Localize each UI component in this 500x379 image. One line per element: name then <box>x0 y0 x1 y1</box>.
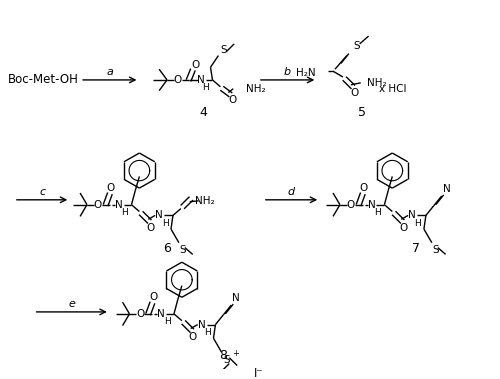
Text: O: O <box>228 96 236 105</box>
Text: NH₂: NH₂ <box>366 78 386 88</box>
Text: H: H <box>164 317 170 326</box>
Text: 6: 6 <box>163 242 171 255</box>
Text: N: N <box>198 319 205 330</box>
Text: S: S <box>223 355 230 365</box>
Text: H: H <box>162 219 168 228</box>
Text: a: a <box>106 67 113 77</box>
Text: O: O <box>94 200 102 210</box>
Text: x HCl: x HCl <box>378 84 406 94</box>
Text: H: H <box>202 83 209 92</box>
Text: d: d <box>288 187 295 197</box>
Text: O: O <box>360 183 368 193</box>
Text: O: O <box>192 60 200 70</box>
Text: 7: 7 <box>412 242 420 255</box>
Text: I⁻: I⁻ <box>254 367 264 379</box>
Text: 5: 5 <box>358 106 366 119</box>
Text: H: H <box>414 219 422 228</box>
Text: S: S <box>220 45 226 55</box>
Text: N: N <box>443 184 450 194</box>
Text: H₂N: H₂N <box>296 68 315 78</box>
Text: b: b <box>284 67 291 77</box>
Text: 4: 4 <box>200 106 207 119</box>
Text: O: O <box>346 200 355 210</box>
Text: N: N <box>368 200 376 210</box>
Text: S: S <box>354 41 360 51</box>
Text: N: N <box>156 210 163 221</box>
Text: O: O <box>146 223 154 233</box>
Text: c: c <box>39 187 45 197</box>
Text: S: S <box>180 244 186 255</box>
Text: O: O <box>399 223 407 233</box>
Text: N: N <box>232 293 240 303</box>
Text: O: O <box>136 309 144 319</box>
Text: H: H <box>374 208 381 217</box>
Text: O: O <box>350 88 359 98</box>
Text: O: O <box>106 183 115 193</box>
Text: 8: 8 <box>220 349 228 362</box>
Text: O: O <box>188 332 197 342</box>
Text: N: N <box>197 75 204 85</box>
Text: +: + <box>232 349 238 358</box>
Text: NH₂: NH₂ <box>195 196 214 206</box>
Text: Boc-Met-OH: Boc-Met-OH <box>8 74 79 86</box>
Text: H: H <box>121 208 128 217</box>
Text: O: O <box>149 292 158 302</box>
Text: S: S <box>432 244 439 255</box>
Text: NH₂: NH₂ <box>246 84 266 94</box>
Text: O: O <box>174 75 182 85</box>
Text: N: N <box>114 200 122 210</box>
Text: N: N <box>157 309 165 319</box>
Text: e: e <box>68 299 75 309</box>
Text: N: N <box>408 210 416 221</box>
Text: H: H <box>204 328 211 337</box>
